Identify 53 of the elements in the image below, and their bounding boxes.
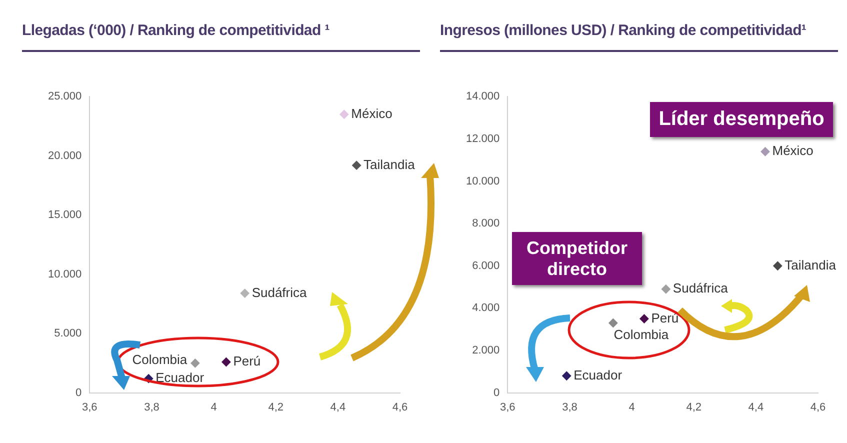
annotation: Competidor directo: [512, 232, 642, 286]
y-tick-label: 4.000: [472, 302, 500, 314]
series-label: Perú: [233, 354, 261, 369]
y-tick-label: 6.000: [472, 260, 500, 272]
point: [608, 318, 618, 328]
series-label: Tailandia: [364, 156, 416, 172]
point: [760, 147, 770, 156]
x-tick-label: 4,4: [330, 401, 346, 414]
point: [352, 160, 362, 170]
point: [640, 314, 649, 324]
x-tick-label: 4,4: [748, 401, 764, 414]
series-label: México: [351, 106, 392, 121]
series-label: México: [772, 143, 814, 158]
y-tick-label: 12.000: [466, 132, 500, 145]
y-tick-label: 25.000: [48, 90, 82, 103]
x-tick-label: 3,6: [500, 401, 516, 414]
series-label: Colombia: [132, 352, 188, 367]
series-label: Ecuador: [156, 370, 205, 386]
x-tick-label: 3,6: [82, 401, 98, 414]
y-tick-label: 0: [494, 386, 500, 399]
x-tick-label: 4,2: [268, 401, 284, 414]
point: [340, 110, 349, 119]
point: [190, 358, 200, 368]
point: [773, 261, 782, 270]
point: [240, 288, 250, 298]
y-tick-label: 0: [76, 386, 82, 399]
series-label: Ecuador: [574, 367, 623, 382]
y-tick-label: 14.000: [466, 90, 500, 103]
y-tick-label: 8.000: [472, 218, 500, 230]
chart-title: Llegadas (‘000) / Ranking de competitividad ¹: [22, 22, 330, 39]
y-tick-label: 5.000: [54, 328, 82, 340]
x-tick-label: 4: [210, 401, 217, 414]
series-label: Sudáfrica: [252, 284, 308, 300]
x-tick-label: 3,8: [144, 401, 160, 414]
series-label: Colombia: [614, 327, 670, 342]
y-tick-label: 20.000: [48, 150, 82, 162]
annotation: Líder desempeño: [650, 102, 833, 137]
chart-title: Ingresos (millones USD) / Ranking de competitividad¹: [440, 22, 806, 39]
x-tick-label: 4,6: [392, 401, 408, 414]
point: [222, 357, 231, 366]
y-tick-label: 15.000: [48, 209, 82, 222]
series-label: Tailandia: [784, 257, 837, 272]
x-tick-label: 4,6: [810, 401, 826, 414]
series-label: Sudáfrica: [672, 280, 729, 296]
point: [562, 371, 572, 380]
point: [661, 284, 670, 294]
x-tick-label: 4: [628, 401, 635, 414]
y-tick-label: 10.000: [466, 175, 500, 188]
y-tick-label: 10.000: [48, 268, 82, 280]
y-tick-label: 2.000: [472, 344, 500, 357]
x-tick-label: 4,2: [686, 401, 702, 414]
series-label: Perú: [651, 310, 679, 326]
x-tick-label: 3,8: [562, 401, 578, 414]
